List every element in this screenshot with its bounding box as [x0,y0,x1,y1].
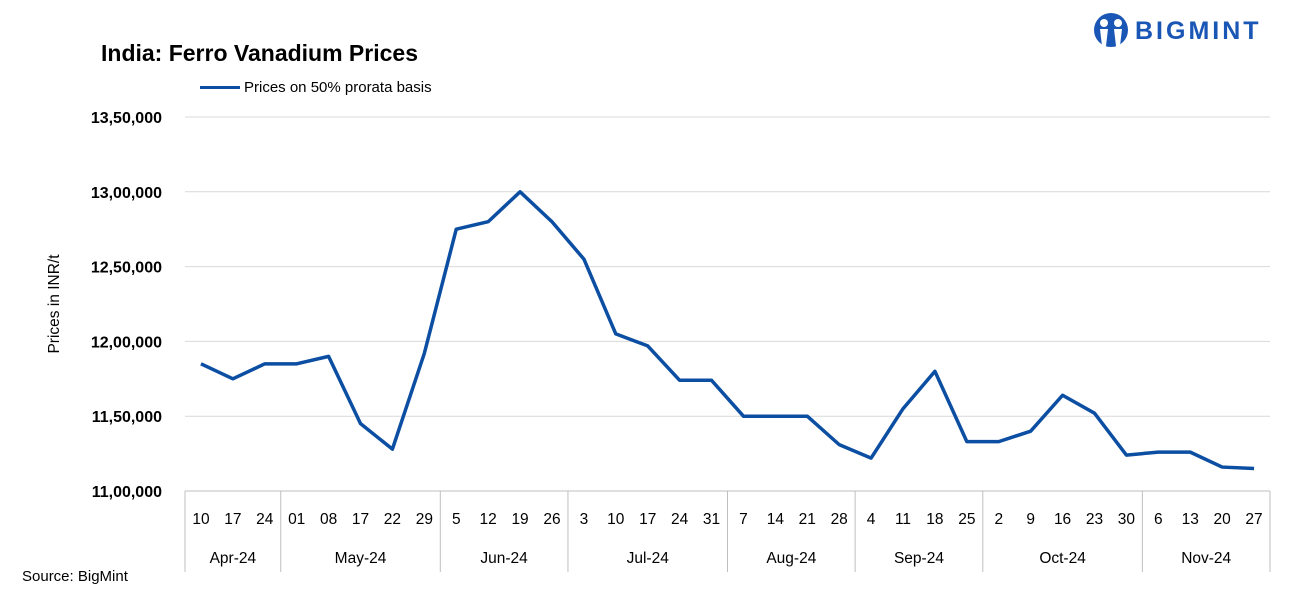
y-tick-label: 12,00,000 [91,334,162,351]
y-tick-label: 11,00,000 [92,484,162,501]
x-tick-label: 20 [1214,511,1232,528]
x-group-label: Sep-24 [894,550,944,567]
x-tick-label: 01 [288,511,305,528]
x-tick-label: 7 [739,511,748,528]
logo-icon [1094,13,1128,47]
x-group-label: Aug-24 [766,550,816,567]
legend-swatch [200,86,240,89]
x-tick-label: 31 [703,511,720,528]
x-tick-label: 24 [256,511,274,528]
x-group-label: Apr-24 [210,550,257,567]
legend-label: Prices on 50% prorata basis [244,79,432,96]
x-tick-label: 16 [1054,511,1071,528]
x-tick-label: 19 [511,511,528,528]
x-tick-label: 6 [1154,511,1163,528]
x-tick-label: 9 [1026,511,1035,528]
x-tick-label: 2 [994,511,1003,528]
x-tick-label: 17 [224,511,241,528]
x-tick-label: 17 [352,511,369,528]
x-group-label: May-24 [335,550,387,567]
chart-title: India: Ferro Vanadium Prices [101,40,418,66]
x-tick-label: 23 [1086,511,1103,528]
y-axis-title: Prices in INR/t [46,254,63,354]
x-group-label: Jul-24 [627,550,670,567]
bigmint-logo: BIGMINT [1093,12,1262,50]
x-tick-label: 26 [543,511,560,528]
x-tick-label: 30 [1118,511,1136,528]
x-tick-label: 17 [639,511,656,528]
x-tick-label: 10 [607,511,625,528]
series-line [200,190,1255,471]
x-tick-label: 11 [895,511,911,528]
x-tick-label: 4 [867,511,876,528]
x-tick-label: 3 [580,511,589,528]
x-tick-label: 08 [320,511,337,528]
x-tick-label: 24 [671,511,689,528]
x-group-label: Nov-24 [1181,550,1231,567]
logo-text: BIGMINT [1135,16,1262,45]
x-tick-label: 22 [384,511,401,528]
y-tick-label: 11,50,000 [92,409,162,426]
x-group-label: Jun-24 [480,550,528,567]
y-tick-label: 13,00,000 [91,185,162,202]
y-tick-label: 12,50,000 [91,260,162,277]
x-tick-label: 10 [192,511,210,528]
source-note: Source: BigMint [22,568,128,585]
legend: Prices on 50% prorata basis [200,79,432,96]
x-tick-label: 28 [831,511,848,528]
x-tick-label: 13 [1182,511,1199,528]
x-tick-label: 5 [452,511,461,528]
y-tick-label: 13,50,000 [91,110,162,127]
x-tick-label: 25 [958,511,975,528]
x-group-label: Oct-24 [1039,550,1086,567]
x-tick-label: 12 [480,511,497,528]
x-tick-label: 29 [416,511,433,528]
x-tick-label: 27 [1245,511,1262,528]
x-tick-label: 14 [767,511,785,528]
x-tick-label: 21 [799,511,816,528]
x-tick-label: 18 [926,511,943,528]
